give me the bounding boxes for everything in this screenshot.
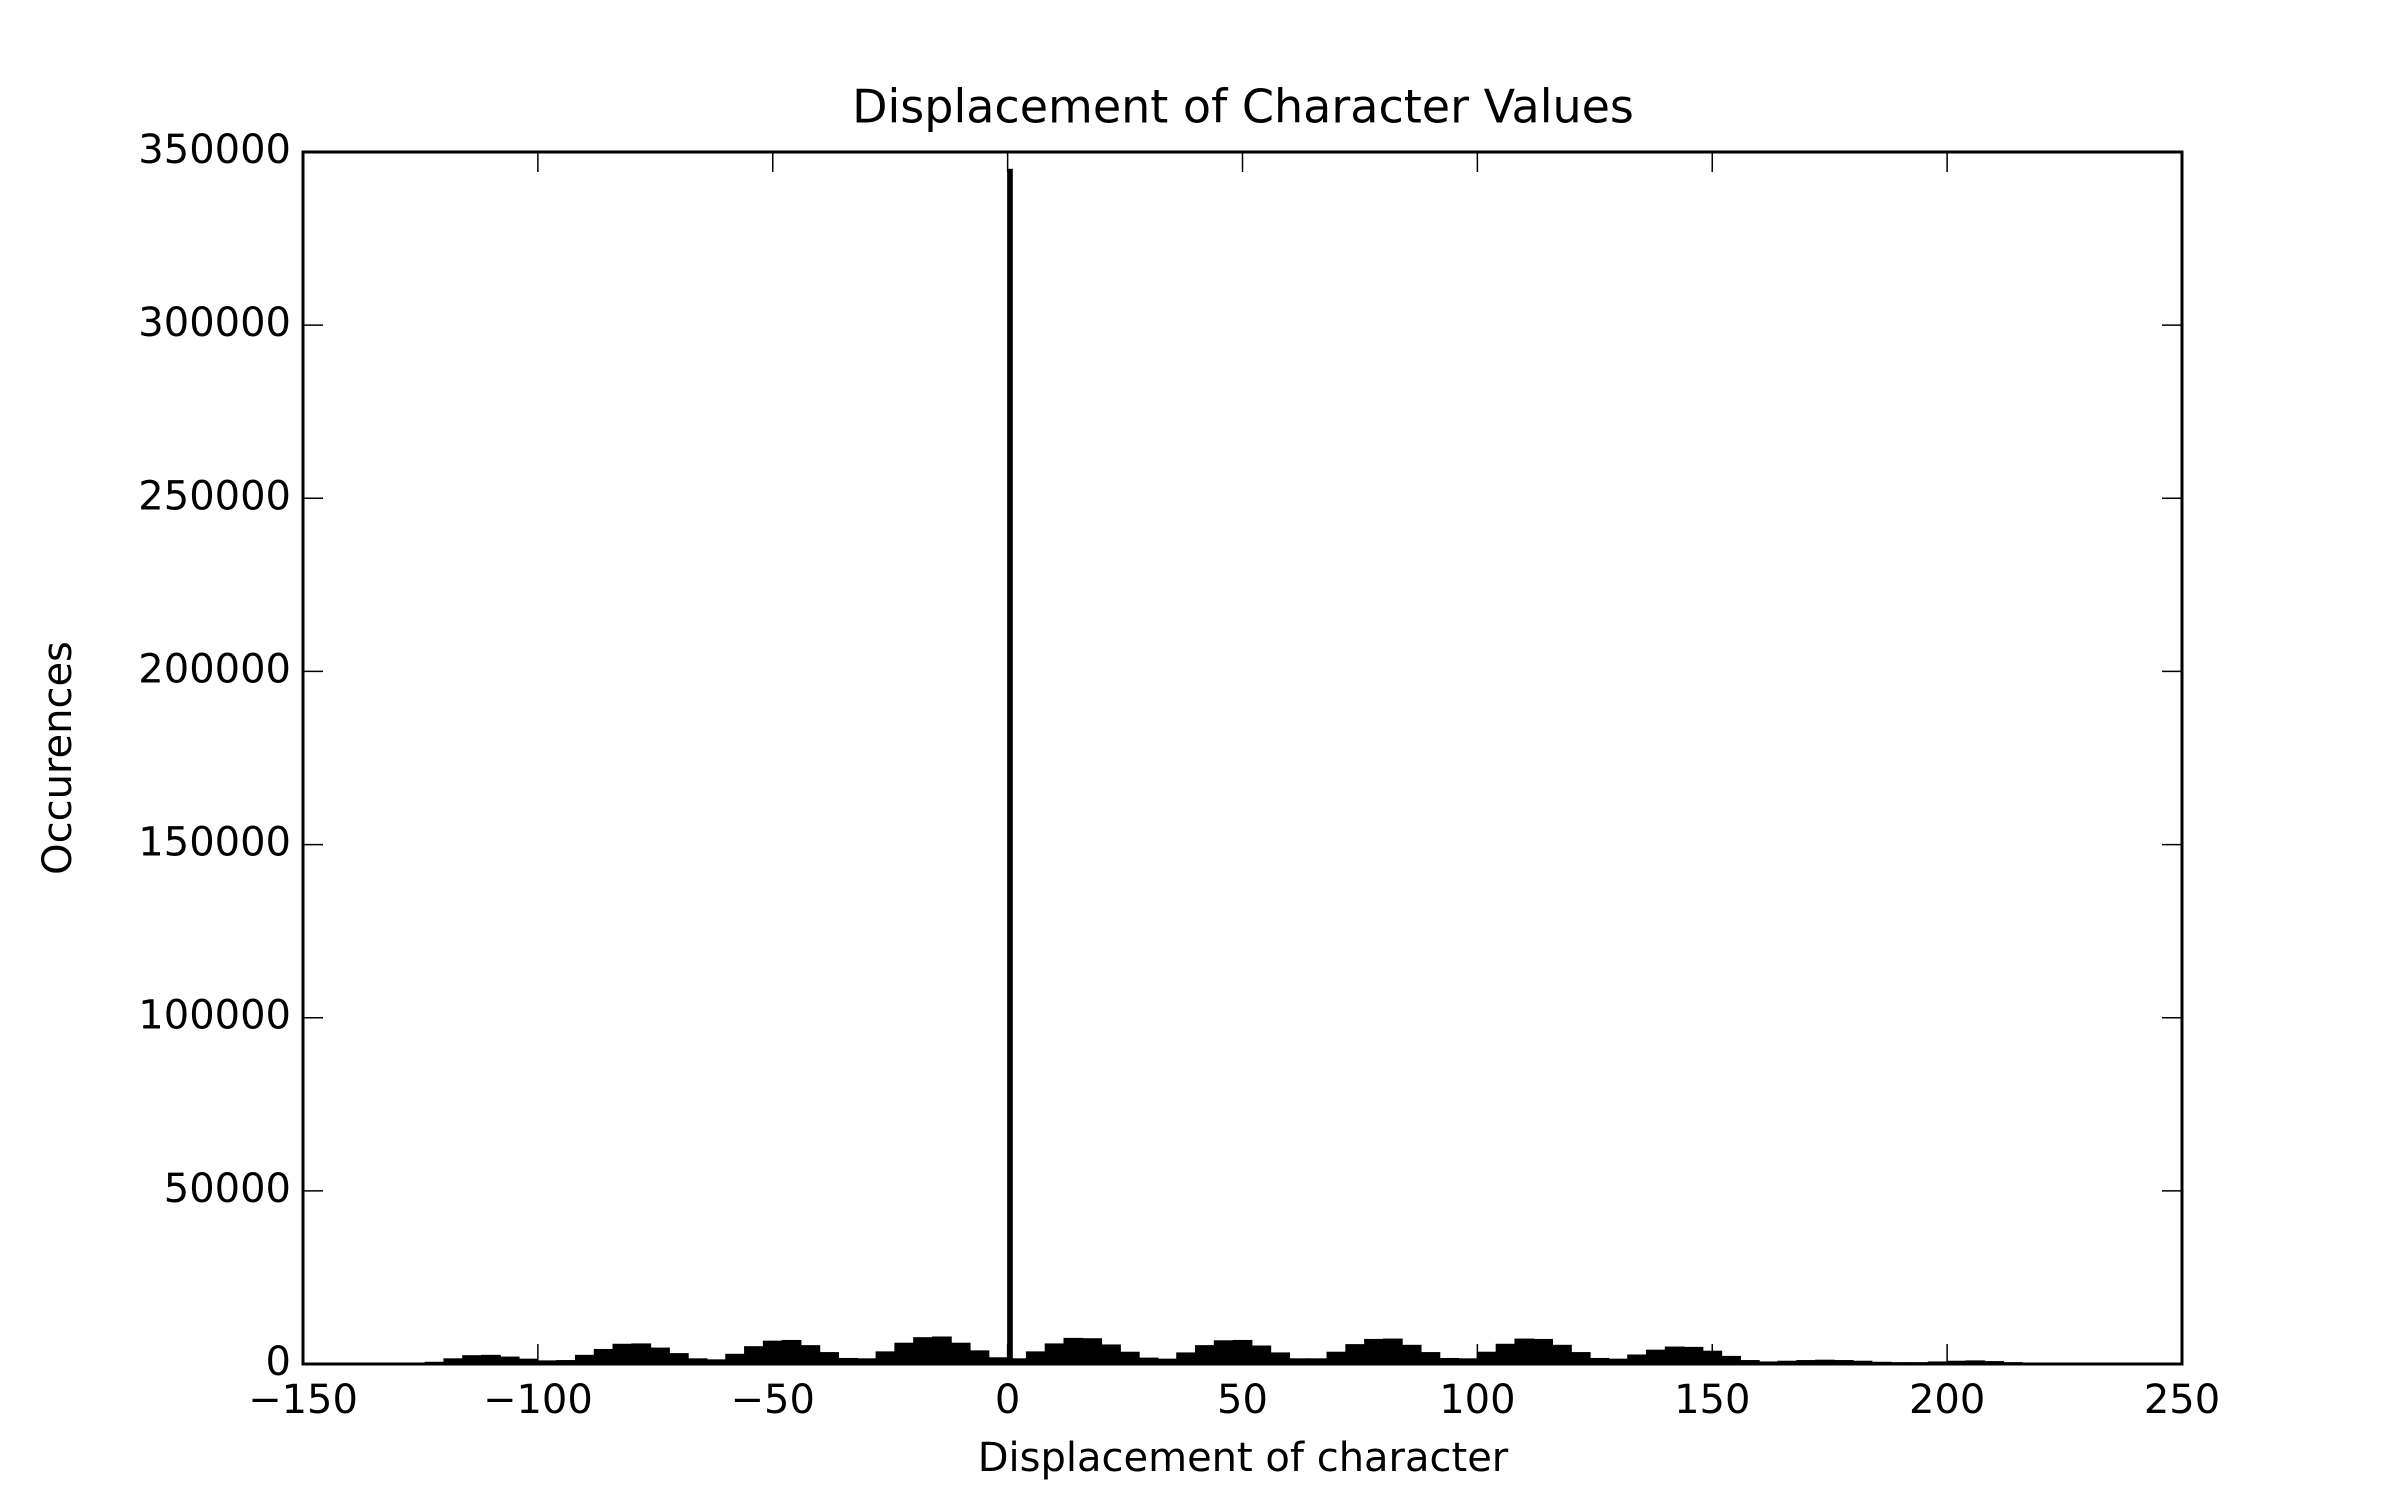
y-tick-label: 250000 [138, 473, 291, 519]
x-tick-label: 150 [1674, 1377, 1750, 1423]
x-tick-label: −150 [248, 1377, 358, 1423]
bar [800, 1345, 821, 1365]
bar [1382, 1338, 1403, 1365]
x-tick-label: 0 [995, 1377, 1020, 1423]
bar [1364, 1338, 1384, 1365]
chart-title: Displacement of Character Values [852, 80, 1634, 134]
bar [1401, 1344, 1422, 1365]
x-tick-label: −100 [483, 1377, 593, 1423]
y-tick-label: 300000 [138, 300, 291, 346]
x-axis-label: Displacement of character [978, 1435, 1509, 1481]
bar [1326, 1351, 1347, 1365]
bar [1063, 1337, 1084, 1365]
bar [1251, 1345, 1272, 1365]
bar [1082, 1338, 1103, 1365]
bar [1101, 1344, 1121, 1365]
bar [950, 1342, 971, 1365]
bar [1552, 1344, 1572, 1365]
bar [1570, 1352, 1591, 1365]
bar [1495, 1343, 1516, 1365]
bar [1213, 1340, 1234, 1365]
y-tick-label: 0 [266, 1339, 291, 1385]
bar [875, 1351, 896, 1365]
bar [894, 1342, 915, 1365]
bar [650, 1347, 670, 1365]
bar [913, 1337, 933, 1365]
bar [1683, 1346, 1704, 1365]
y-tick-label: 350000 [138, 127, 291, 173]
y-tick-label: 150000 [138, 820, 291, 866]
bar [1176, 1352, 1197, 1365]
x-tick-label: 200 [1909, 1377, 1985, 1423]
y-axis-label: Occurences [35, 641, 81, 875]
bar [1044, 1343, 1065, 1365]
bar [931, 1336, 952, 1365]
bar [631, 1343, 652, 1365]
bar [1119, 1351, 1140, 1365]
bar [969, 1350, 990, 1365]
bar [1270, 1352, 1290, 1365]
bar [1420, 1352, 1441, 1365]
x-tick-label: 250 [2144, 1377, 2220, 1423]
bar [744, 1346, 764, 1365]
x-tick-label: 50 [1217, 1377, 1268, 1423]
bar [1025, 1351, 1046, 1365]
bar [612, 1343, 633, 1365]
bar [1345, 1344, 1366, 1365]
bar [1195, 1345, 1215, 1365]
y-tick-label: 50000 [164, 1166, 291, 1212]
bar [1514, 1338, 1535, 1365]
bar [1533, 1338, 1554, 1365]
x-tick-label: −50 [731, 1377, 815, 1423]
y-tick-label: 200000 [138, 646, 291, 692]
bar [1664, 1346, 1685, 1365]
bar [1476, 1351, 1497, 1365]
bar [1645, 1349, 1666, 1365]
bar [593, 1348, 614, 1365]
bar [781, 1339, 802, 1365]
x-tick-label: 100 [1439, 1377, 1515, 1423]
y-tick-label: 100000 [138, 993, 291, 1039]
bar [819, 1352, 840, 1365]
bar [1007, 168, 1013, 1365]
bar [668, 1353, 689, 1365]
